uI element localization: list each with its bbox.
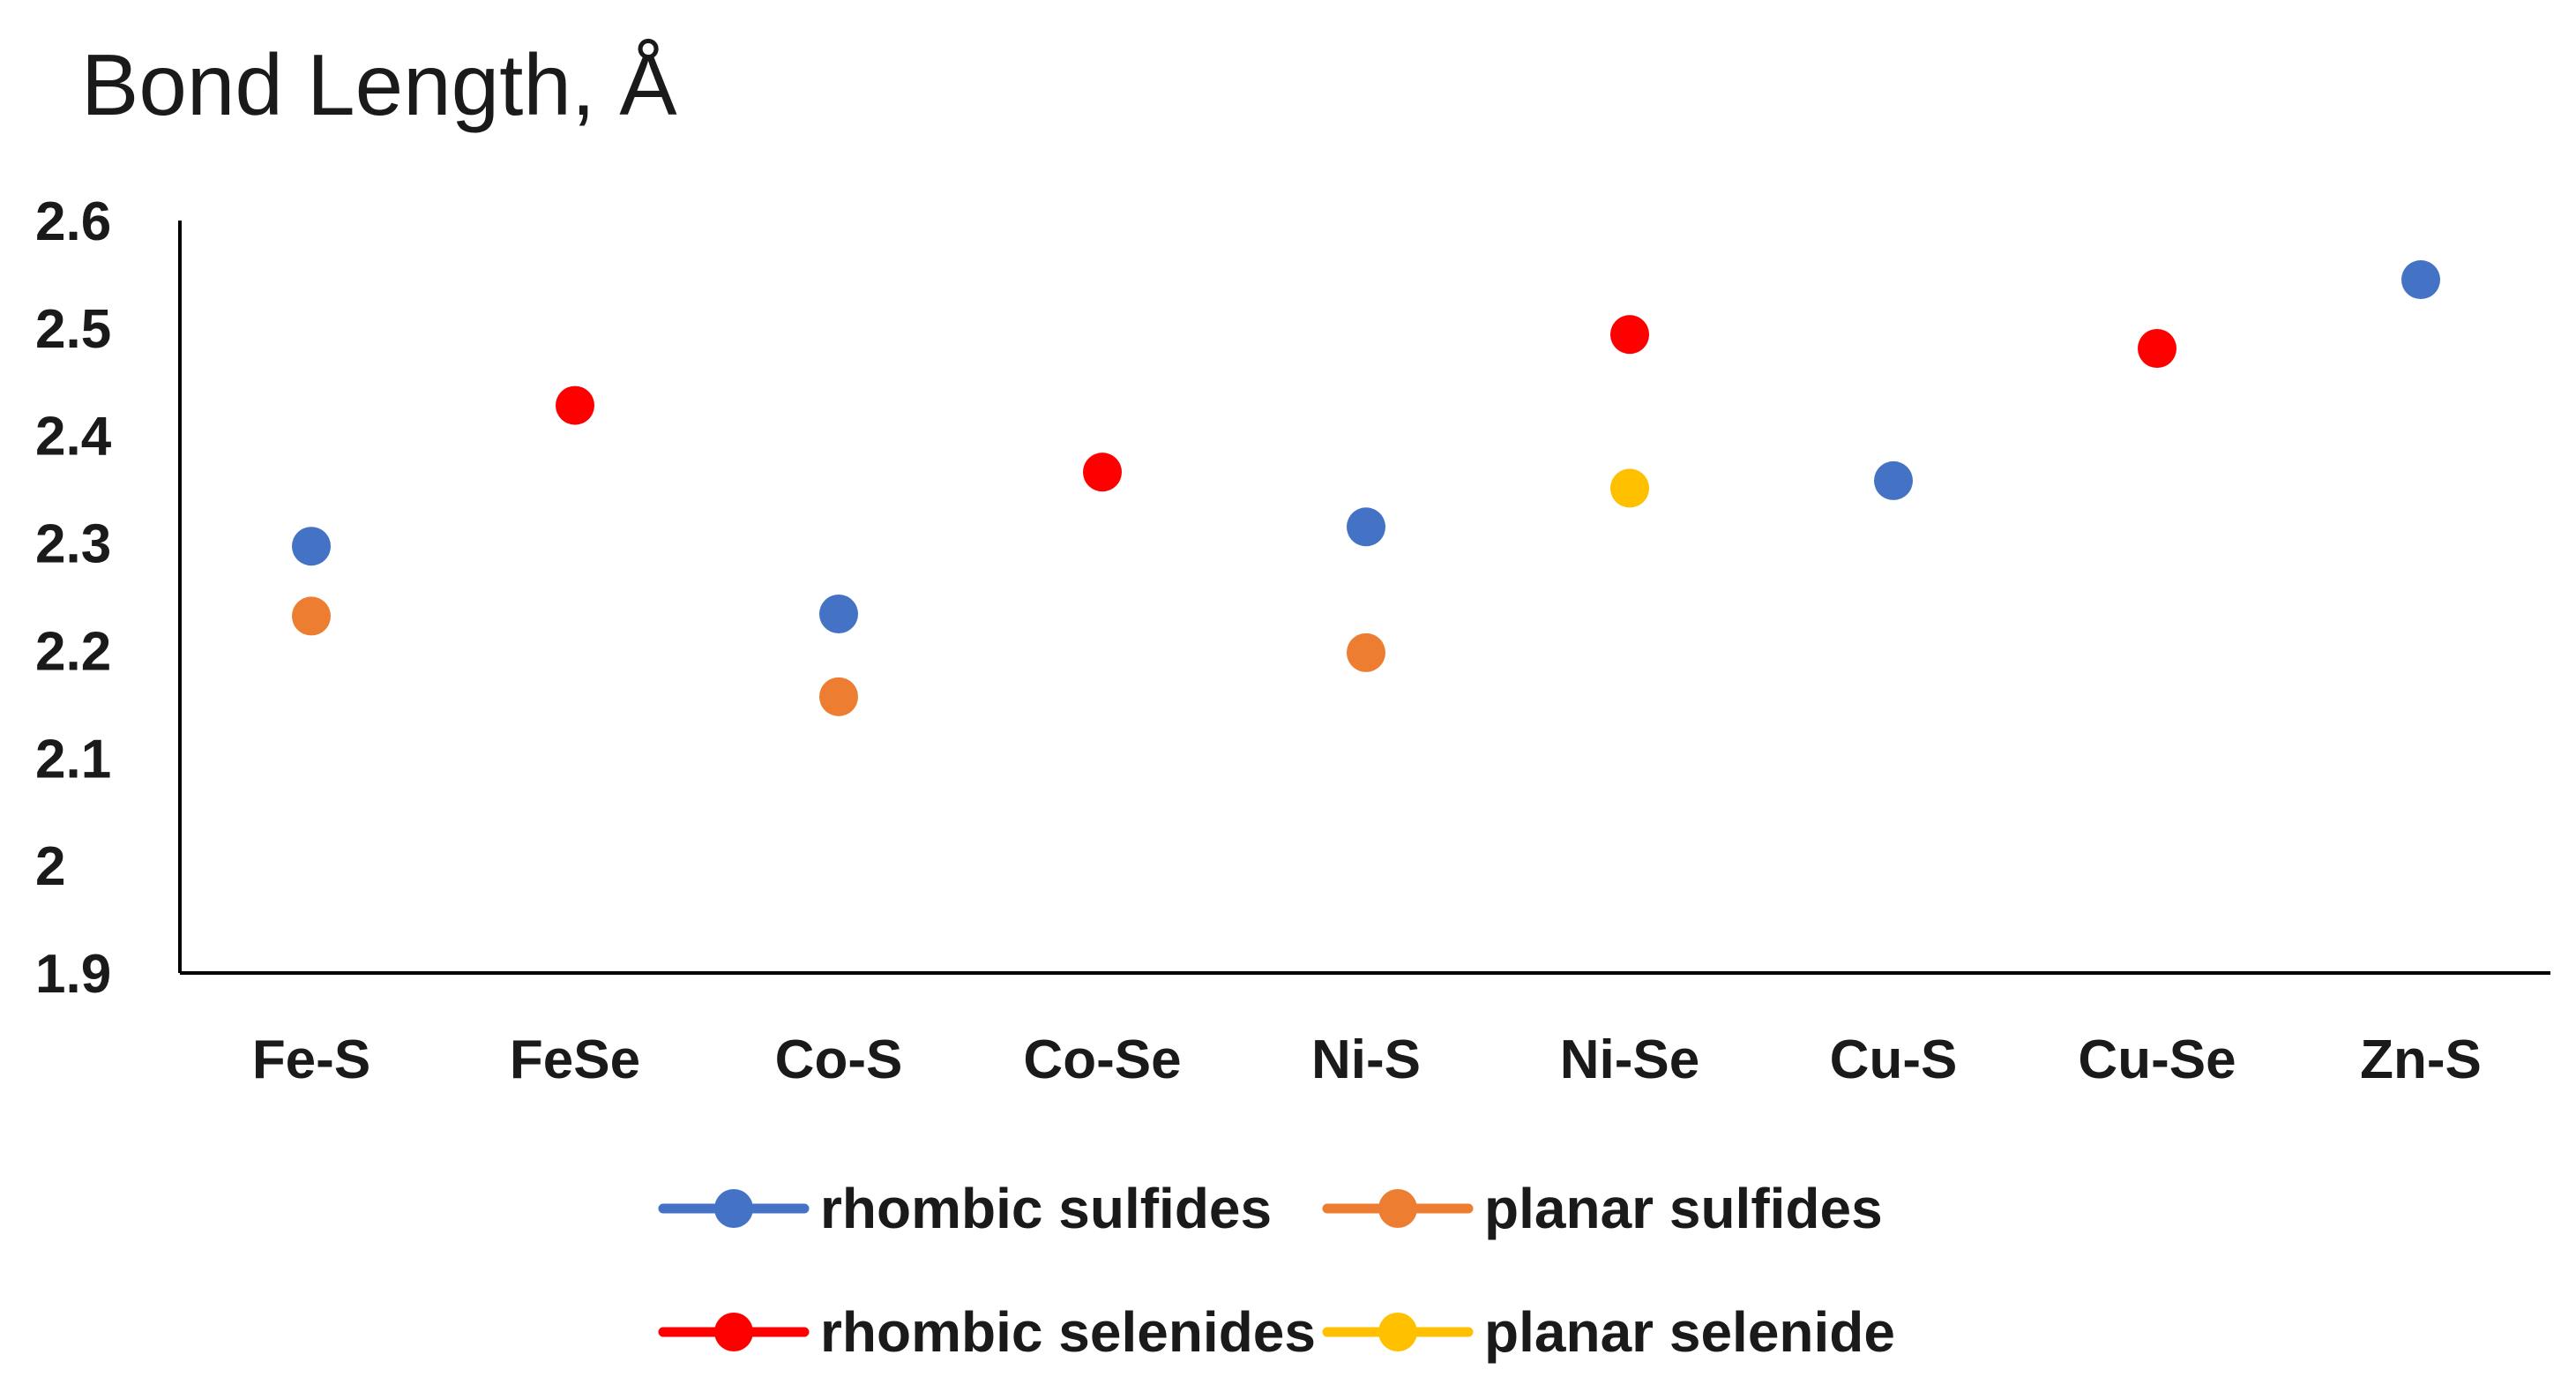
legend-label: planar selenide: [1484, 1300, 1895, 1364]
y-tick-label: 2.6: [35, 191, 111, 252]
legend-swatch-marker: [1378, 1313, 1417, 1351]
data-point: [819, 677, 858, 716]
x-tick-label: Fe-S: [252, 1029, 370, 1090]
legend-label: rhombic sulfides: [820, 1177, 1272, 1240]
data-point: [2138, 329, 2177, 369]
data-point: [292, 527, 331, 566]
data-point: [1083, 453, 1122, 492]
chart-title: Bond Length, Å: [81, 36, 677, 133]
legend-label: rhombic selenides: [820, 1300, 1316, 1364]
legend: rhombic sulfides planar sulfides rhombic s…: [658, 1177, 1895, 1364]
y-tick-labels: 1.9 2 2.1 2.2 2.3 2.4 2.5 2.6: [35, 191, 112, 1005]
data-point: [819, 594, 858, 633]
data-point: [292, 596, 331, 636]
x-tick-label: Co-Se: [1023, 1029, 1181, 1090]
x-tick-label: Zn-S: [2360, 1029, 2482, 1090]
x-tick-labels: Fe-S FeSe Co-S Co-Se Ni-S Ni-Se Cu-S Cu-Se Zn-S: [252, 1029, 2482, 1090]
legend-item: planar sulfides: [1322, 1177, 1883, 1240]
x-tick-label: Co-S: [775, 1029, 903, 1090]
x-tick-label: Cu-S: [1830, 1029, 1958, 1090]
data-point: [1874, 460, 1913, 500]
data-point: [1347, 507, 1385, 547]
y-tick-label: 1.9: [35, 944, 111, 1005]
data-point: [1610, 468, 1649, 508]
x-tick-label: Cu-Se: [2078, 1029, 2236, 1090]
y-tick-label: 2: [35, 836, 65, 897]
legend-label: planar sulfides: [1484, 1177, 1883, 1240]
x-tick-label: FeSe: [510, 1029, 640, 1090]
y-tick-label: 2.4: [35, 407, 112, 468]
legend-item: planar selenide: [1322, 1300, 1895, 1364]
x-tick-label: Ni-Se: [1560, 1029, 1699, 1090]
data-point: [1347, 632, 1385, 672]
axes: [178, 221, 2550, 975]
data-point: [1610, 315, 1649, 355]
y-tick-label: 2.1: [35, 729, 111, 790]
legend-swatch-marker: [714, 1189, 753, 1228]
y-tick-label: 2.5: [35, 299, 111, 360]
y-tick-label: 2.3: [35, 514, 111, 575]
legend-swatch-marker: [714, 1313, 753, 1351]
data-points: [292, 260, 2440, 716]
data-point: [2401, 260, 2440, 300]
data-point: [556, 385, 594, 425]
legend-item: rhombic selenides: [658, 1300, 1316, 1364]
legend-swatch-marker: [1378, 1189, 1417, 1228]
x-tick-label: Ni-S: [1311, 1029, 1421, 1090]
legend-item: rhombic sulfides: [658, 1177, 1272, 1240]
y-tick-label: 2.2: [35, 621, 111, 682]
